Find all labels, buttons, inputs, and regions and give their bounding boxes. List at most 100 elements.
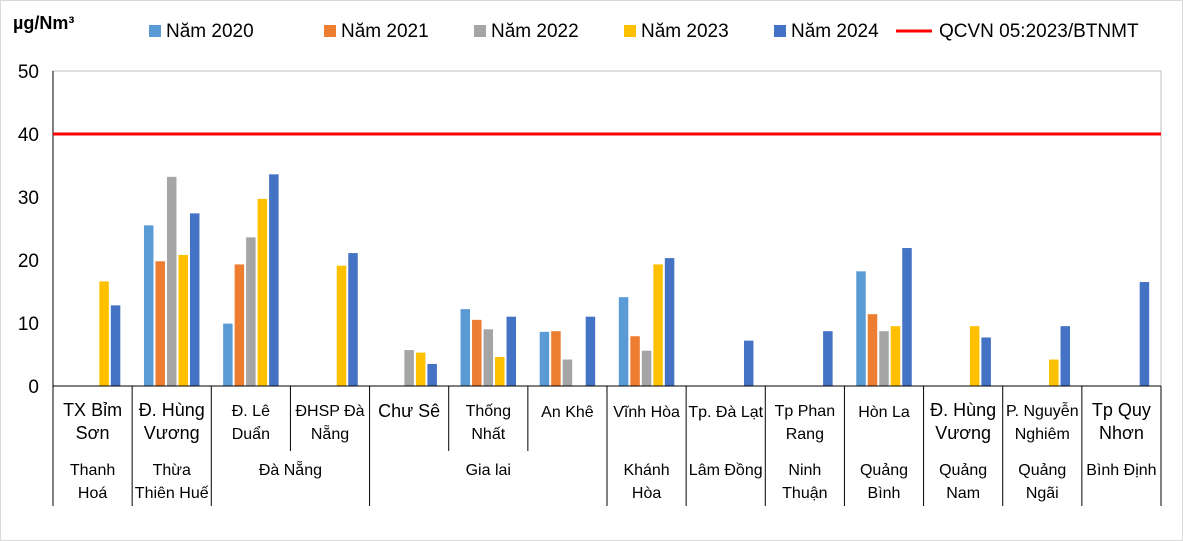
group-label: Quảng (860, 462, 908, 479)
group-label: Thanh (70, 462, 115, 479)
y-tick-label: 50 (18, 62, 39, 83)
category-label: P. Nguyễn (1006, 401, 1079, 420)
group-label: Hoá (78, 485, 107, 502)
legend-swatch (774, 25, 786, 37)
y-tick-label: 20 (18, 251, 39, 272)
bar-năm-2024 (110, 305, 121, 386)
bar-năm-2024 (427, 363, 437, 386)
category-label: Đ. Hùng (139, 400, 205, 420)
legend: Năm 2020 Năm 2021 Năm 2022 Năm 2023 Năm 2024… (149, 21, 1139, 42)
bar-năm-2024 (1060, 326, 1071, 386)
legend-label: Năm 2021 (341, 21, 429, 42)
bar-năm-2021 (551, 331, 561, 386)
category-label: Duẩn (232, 425, 270, 443)
legend-label: Năm 2023 (641, 21, 729, 42)
legend-label: Năm 2022 (491, 21, 579, 42)
legend-label: Năm 2020 (166, 21, 254, 42)
group-label: Bình (868, 485, 901, 502)
bar-năm-2021 (867, 314, 878, 386)
bar-năm-2023 (1049, 359, 1059, 386)
bar-năm-2022 (641, 350, 652, 386)
x-axis: TX Bỉm Sơn Đ. Hùng Vương Đ. Lê Duẩn ĐHSP Đà Nẵn… (52, 385, 1162, 506)
legend-label: Năm 2024 (791, 21, 879, 42)
group-label: Thuận (782, 485, 827, 502)
category-label: ĐHSP Đà (295, 403, 364, 420)
group-label: Hòa (632, 485, 661, 502)
bar-năm-2022 (166, 176, 177, 386)
legend-swatch (624, 25, 636, 37)
bar-năm-2021 (472, 319, 482, 386)
bar-năm-2020 (856, 271, 866, 386)
bar-năm-2023 (415, 352, 426, 386)
bar-năm-2024 (664, 258, 675, 386)
category-label: Tp Quy (1092, 400, 1151, 420)
category-label: Tp Phan (775, 403, 835, 420)
group-label: Quảng (1018, 462, 1066, 479)
bar-năm-2020 (143, 225, 154, 386)
bar-năm-2024 (1139, 282, 1150, 386)
group-label: Lâm Đồng (689, 462, 763, 479)
bar-năm-2022 (562, 359, 573, 386)
bar-năm-2022 (483, 329, 494, 386)
category-label: Nghiêm (1015, 426, 1070, 443)
category-label: Thống (466, 403, 511, 420)
category-label: Vương (935, 423, 991, 443)
bar-năm-2024 (506, 316, 517, 386)
y-tick-label: 10 (18, 314, 39, 335)
bar-năm-2022 (879, 331, 889, 386)
y-tick-label: 40 (18, 125, 39, 146)
category-label: Đ. Lê (232, 403, 270, 420)
category-label: TX Bỉm (63, 400, 122, 420)
category-label: An Khê (541, 404, 594, 421)
category-label: Hòn La (858, 404, 910, 421)
category-label: Vĩnh Hòa (613, 404, 680, 421)
y-tick-label: 30 (18, 188, 39, 209)
group-label: Khánh (623, 462, 669, 479)
group-label: Thừa (153, 462, 191, 479)
plot-area-frame (52, 70, 1162, 387)
bar-năm-2023 (890, 326, 901, 386)
category-label: Đ. Hùng (930, 400, 996, 420)
bar-năm-2023 (653, 264, 663, 386)
group-label: Ngãi (1026, 485, 1059, 502)
bar-năm-2024 (585, 316, 596, 386)
bar-năm-2024 (902, 248, 912, 386)
bar-năm-2020 (539, 331, 550, 386)
bar-năm-2024 (189, 213, 200, 386)
bar-năm-2024 (981, 337, 991, 386)
group-label: Quảng (939, 462, 987, 479)
bar-năm-2020 (618, 297, 629, 386)
group-label: Thiên Huế (135, 485, 209, 502)
category-label: Rang (786, 426, 824, 443)
bar-năm-2023 (969, 326, 980, 386)
category-label: Chư Sê (378, 401, 440, 421)
category-label: Sơn (76, 423, 110, 443)
bars (99, 174, 1150, 386)
category-label: Vương (144, 423, 200, 443)
category-label: Nhất (471, 426, 505, 443)
bar-năm-2021 (155, 261, 165, 386)
bar-năm-2020 (223, 323, 233, 386)
legend-swatch (324, 25, 336, 37)
bar-năm-2024 (743, 340, 754, 386)
category-label: Nhơn (1099, 423, 1144, 443)
category-label: Nẵng (311, 424, 349, 443)
legend-label: QCVN 05:2023/BTNMT (939, 21, 1139, 42)
legend-swatch (474, 25, 486, 37)
y-tick-label: 0 (28, 377, 39, 398)
bar-năm-2020 (460, 309, 471, 386)
group-label: Đà Nẵng (259, 460, 322, 479)
bar-năm-2021 (630, 336, 640, 386)
group-label: Nam (946, 485, 980, 502)
bar-năm-2023 (257, 198, 268, 386)
bar-năm-2024 (823, 331, 833, 386)
group-label: Ninh (788, 462, 821, 479)
bar-năm-2024 (348, 253, 358, 386)
bar-năm-2023 (178, 254, 188, 386)
group-label: Gia lai (466, 462, 511, 479)
bar-năm-2023 (99, 281, 109, 386)
bar-năm-2024 (269, 174, 279, 386)
bar-năm-2022 (246, 237, 256, 386)
